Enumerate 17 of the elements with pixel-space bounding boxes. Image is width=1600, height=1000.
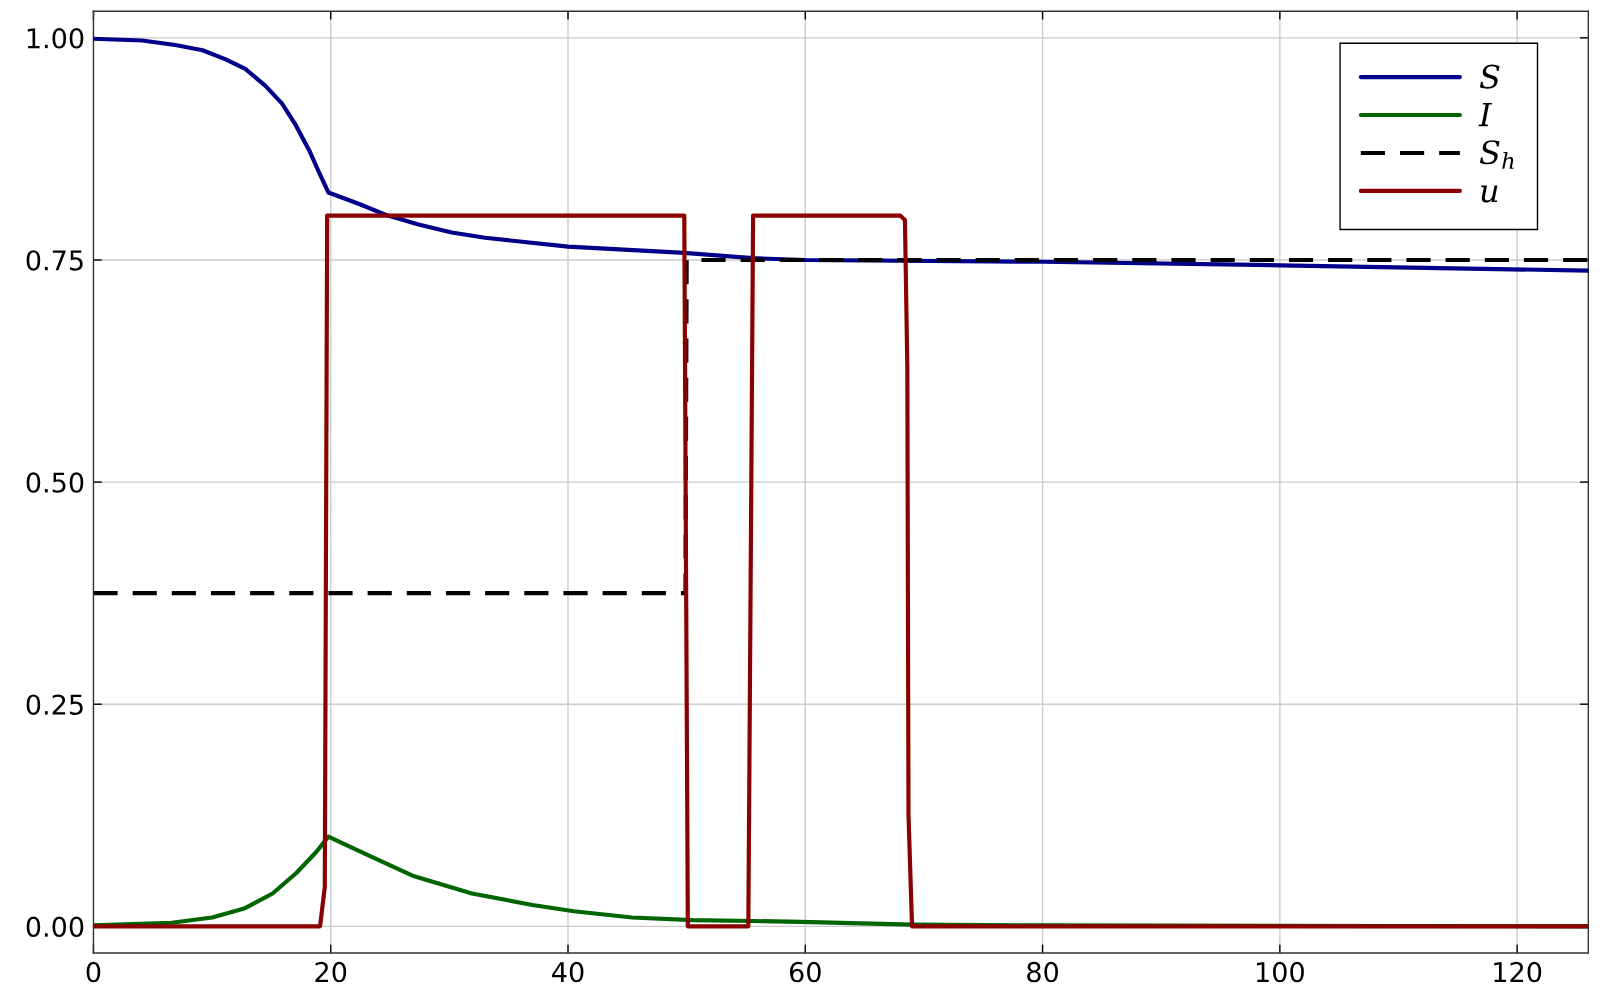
y-tick-label: 0.50 — [26, 472, 84, 493]
line-series — [93, 213, 1589, 929]
x-tick-label: 120 — [1494, 961, 1542, 983]
legend-label: S$_{h}$ — [1479, 140, 1514, 169]
x-tick-label: 20 — [315, 961, 347, 983]
x-tick-label: 60 — [789, 961, 821, 983]
legend-label: u — [1481, 185, 1498, 203]
x-tick-label: 80 — [1027, 961, 1058, 983]
y-tick-label: 0.00 — [26, 916, 84, 938]
x-tick-label: 100 — [1256, 961, 1304, 983]
y-tick-label: 0.25 — [26, 694, 83, 715]
y-tick-label: 1.00 — [27, 28, 84, 49]
y-tick-label: 0.75 — [26, 250, 83, 271]
x-tick-label: 0 — [86, 961, 101, 983]
x-tick-label: 40 — [552, 961, 584, 983]
legend-label: S — [1479, 64, 1500, 89]
legend-label: I — [1478, 102, 1493, 127]
